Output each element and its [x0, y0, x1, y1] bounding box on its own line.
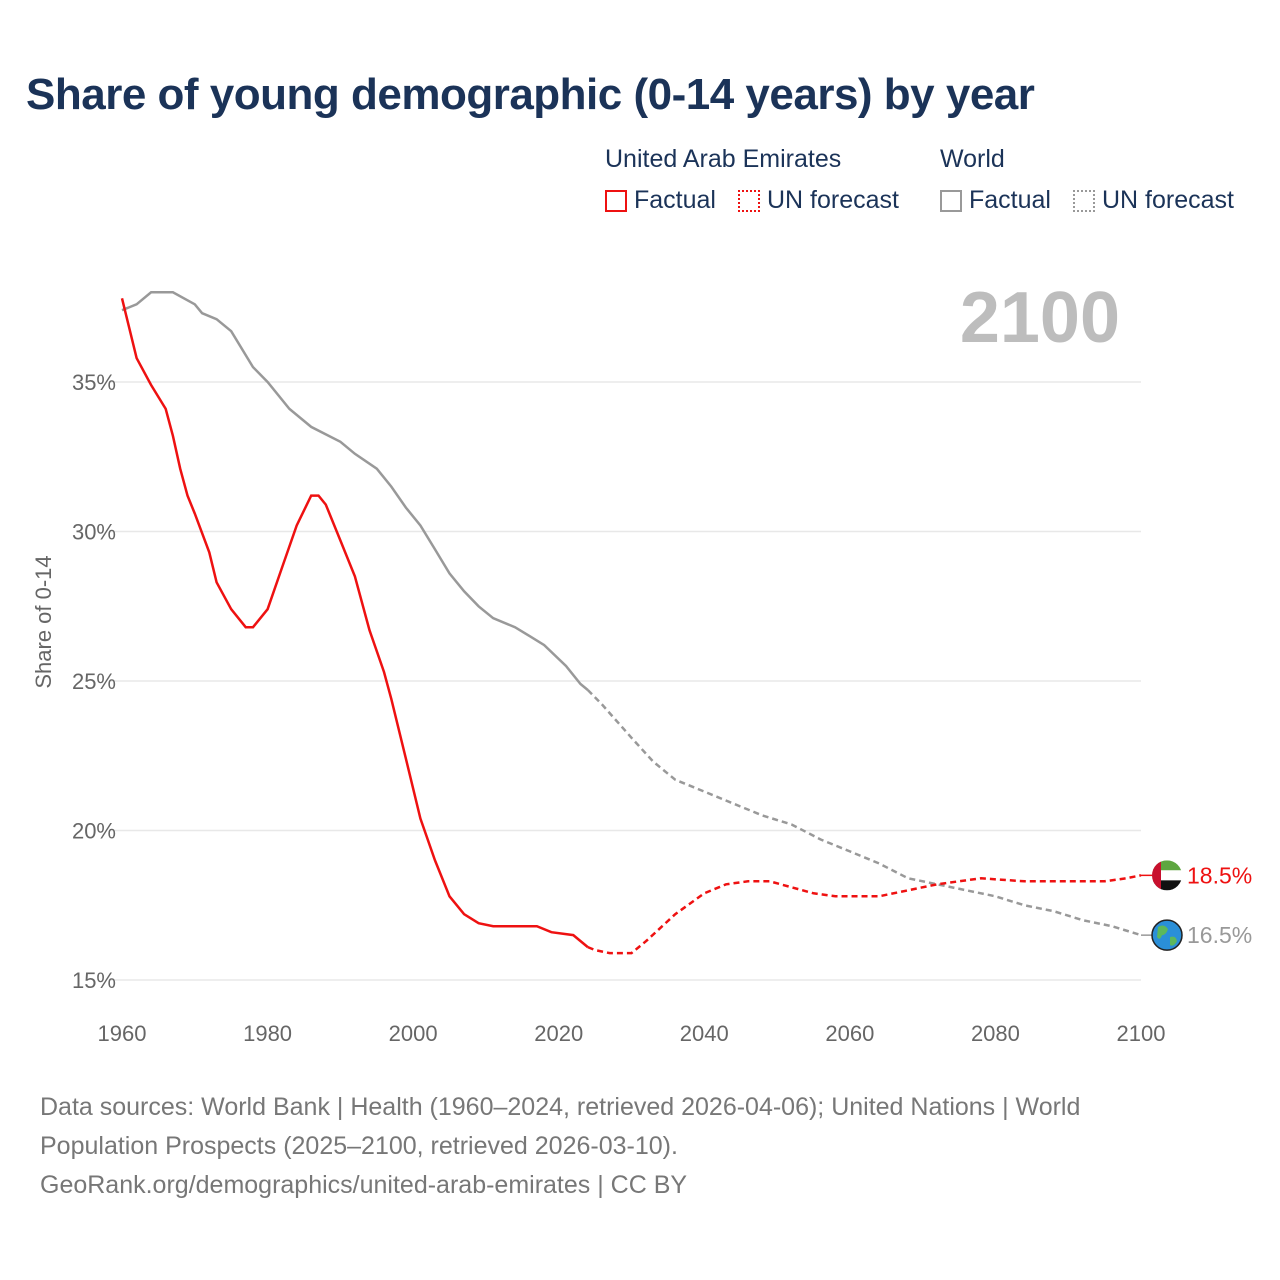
data-sources: Data sources: World Bank | Health (1960–…: [40, 1093, 1081, 1160]
x-tick-label: 2100: [1117, 1021, 1166, 1046]
legend-swatch: [738, 189, 760, 212]
chart-area: 2100 15% 20% 25% 30% 35% 1960 1980 2000 2020 2040…: [31, 278, 1252, 1046]
series-line-factual: [121, 291, 589, 691]
x-tick-label: 2020: [534, 1021, 583, 1046]
chart-title: Share of young demographic (0-14 years) …: [26, 70, 1035, 119]
x-tick-label: 2040: [680, 1021, 729, 1046]
globe-icon: [1151, 919, 1183, 951]
legend-world-factual[interactable]: Factual: [940, 186, 1051, 215]
year-watermark: 2100: [960, 278, 1120, 358]
y-tick-label: 20%: [72, 819, 116, 844]
x-tick-label: 1960: [98, 1021, 147, 1046]
series-line-forecast: [586, 689, 1142, 937]
legend-label: UN forecast: [767, 186, 899, 214]
x-tick-label: 2000: [389, 1021, 438, 1046]
footer: Data sources: World Bank | Health (1960–…: [40, 1088, 1190, 1205]
legend-uae-factual[interactable]: Factual: [605, 186, 716, 215]
y-tick-label: 15%: [72, 968, 116, 993]
x-tick-label: 2060: [825, 1021, 874, 1046]
y-tick-label: 25%: [72, 669, 116, 694]
series-line-factual: [120, 298, 589, 949]
legend-label: UN forecast: [1102, 186, 1234, 214]
x-tick-label: 2080: [971, 1021, 1020, 1046]
legend-world-forecast[interactable]: UN forecast: [1073, 186, 1234, 215]
legend-label: Factual: [634, 186, 716, 214]
attribution-link[interactable]: GeoRank.org/demographics/united-arab-emi…: [40, 1171, 688, 1199]
y-tick-label: 30%: [72, 520, 116, 545]
uae-flag-icon: [1152, 860, 1182, 891]
legend-swatch: [605, 189, 627, 212]
series-line-forecast: [587, 874, 1142, 955]
y-tick-label: 35%: [72, 370, 116, 395]
legend-swatch: [1073, 189, 1095, 212]
legend-uae-forecast[interactable]: UN forecast: [738, 186, 899, 215]
y-axis-label: Share of 0-14: [31, 555, 56, 688]
legend-label: Factual: [969, 186, 1051, 214]
end-value-label: 16.5%: [1187, 922, 1252, 948]
legend-group-uae: United Arab Emirates: [605, 145, 842, 173]
end-value-label: 18.5%: [1187, 862, 1252, 888]
legend-swatch: [940, 189, 962, 212]
legend-group-world: World: [940, 145, 1005, 173]
x-tick-label: 1980: [243, 1021, 292, 1046]
